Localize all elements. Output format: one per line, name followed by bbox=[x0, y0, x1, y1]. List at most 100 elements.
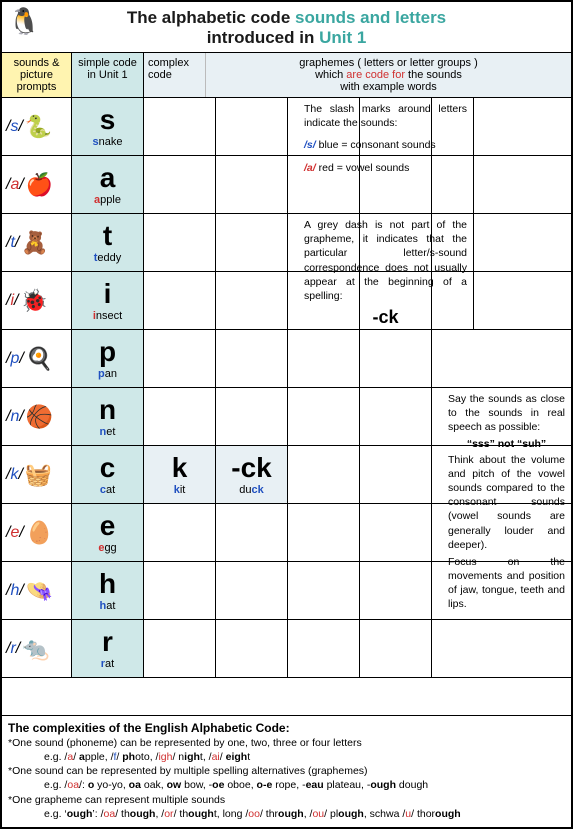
example-word: teddy bbox=[74, 252, 141, 264]
sound-cell: /k/ 🧺 bbox=[2, 446, 72, 503]
sound-cell: /h/ 👒 bbox=[2, 562, 72, 619]
sound-cell: /n/ 🏀 bbox=[2, 388, 72, 445]
phoneme: /t/ bbox=[4, 234, 19, 252]
complex-cell: -ck duck bbox=[216, 446, 288, 503]
header-sounds: sounds & picture prompts bbox=[2, 53, 72, 97]
picture-prompt-icon: 🏀 bbox=[26, 406, 53, 428]
mascot-icon: 🐧 bbox=[8, 6, 40, 37]
empty-cell bbox=[288, 330, 360, 387]
simple-code-cell: c cat bbox=[72, 446, 144, 503]
empty-cell bbox=[360, 504, 432, 561]
simple-code-cell: s snake bbox=[72, 98, 144, 155]
phoneme: /r/ bbox=[4, 640, 20, 658]
footer-complexities: The complexities of the English Alphabet… bbox=[2, 715, 571, 827]
footer-p3eg: e.g. ‘ough’: /oa/ though, /or/ thought, … bbox=[8, 807, 565, 821]
grapheme: h bbox=[74, 570, 141, 598]
phoneme: /a/ bbox=[4, 176, 24, 194]
empty-cell bbox=[144, 272, 216, 329]
empty-cell bbox=[288, 562, 360, 619]
grapheme: s bbox=[74, 106, 141, 134]
header-simple: simple code in Unit 1 bbox=[72, 53, 144, 97]
complex-cell: k kit bbox=[144, 446, 216, 503]
picture-prompt-icon: 🐞 bbox=[20, 290, 47, 312]
table-row: /r/ 🐀 r rat bbox=[2, 620, 571, 678]
empty-cell bbox=[144, 98, 216, 155]
phoneme: /s/ bbox=[4, 118, 23, 136]
example-word: net bbox=[74, 426, 141, 438]
empty-cell bbox=[288, 620, 360, 677]
simple-code-cell: t teddy bbox=[72, 214, 144, 271]
picture-prompt-icon: 👒 bbox=[26, 580, 53, 602]
header-row: sounds & picture prompts simple code in … bbox=[2, 53, 571, 98]
example-word: kit bbox=[146, 484, 213, 496]
simple-code-cell: h hat bbox=[72, 562, 144, 619]
empty-cell bbox=[144, 620, 216, 677]
simple-code-cell: n net bbox=[72, 388, 144, 445]
empty-cell bbox=[144, 156, 216, 213]
sound-cell: /r/ 🐀 bbox=[2, 620, 72, 677]
picture-prompt-icon: 🐀 bbox=[22, 638, 49, 660]
sound-cell: /i/ 🐞 bbox=[2, 272, 72, 329]
picture-prompt-icon: 🥚 bbox=[26, 522, 53, 544]
grapheme: k bbox=[146, 454, 213, 482]
note-grey-dash: A grey dash is not part of the grapheme,… bbox=[298, 214, 474, 330]
grapheme: e bbox=[74, 512, 141, 540]
grapheme: c bbox=[74, 454, 141, 482]
example-word: cat bbox=[74, 484, 141, 496]
sound-cell: /p/ 🍳 bbox=[2, 330, 72, 387]
empty-cell bbox=[144, 330, 216, 387]
main-grid: /s/ 🐍 s snake /a/ 🍎 a apple /t/ 🧸 t tedd… bbox=[2, 98, 571, 715]
picture-prompt-icon: 🍳 bbox=[26, 348, 53, 370]
example-word: pan bbox=[74, 368, 141, 380]
rest-cell bbox=[432, 620, 571, 677]
page: 🐧 The alphabetic code sounds and letters… bbox=[0, 0, 573, 829]
grapheme: -ck bbox=[218, 454, 285, 482]
simple-code-cell: p pan bbox=[72, 330, 144, 387]
picture-prompt-icon: 🐍 bbox=[25, 116, 52, 138]
phoneme: /p/ bbox=[4, 350, 24, 368]
empty-cell bbox=[144, 504, 216, 561]
empty-cell bbox=[288, 504, 360, 561]
sound-cell: /t/ 🧸 bbox=[2, 214, 72, 271]
table-row: /a/ 🍎 a apple bbox=[2, 156, 571, 214]
empty-cell bbox=[288, 446, 360, 503]
table-row: /i/ 🐞 i insect bbox=[2, 272, 571, 330]
picture-prompt-icon: 🧸 bbox=[21, 232, 48, 254]
example-word: hat bbox=[74, 600, 141, 612]
footer-p2: *One sound can be represented by multipl… bbox=[8, 764, 565, 778]
example-word: apple bbox=[74, 194, 141, 206]
table-row: /s/ 🐍 s snake bbox=[2, 98, 571, 156]
empty-cell bbox=[360, 620, 432, 677]
note-slash-marks: The slash marks around letters indicate … bbox=[298, 98, 474, 213]
empty-cell bbox=[216, 156, 288, 213]
sound-cell: /a/ 🍎 bbox=[2, 156, 72, 213]
page-title: 🐧 The alphabetic code sounds and letters… bbox=[2, 2, 571, 53]
table-row: /t/ 🧸 t teddy bbox=[2, 214, 571, 272]
empty-cell bbox=[144, 562, 216, 619]
example-word: rat bbox=[74, 658, 141, 670]
simple-code-cell: a apple bbox=[72, 156, 144, 213]
footer-p1: *One sound (phoneme) can be represented … bbox=[8, 736, 565, 750]
empty-cell bbox=[288, 388, 360, 445]
picture-prompt-icon: 🧺 bbox=[25, 464, 52, 486]
rest-cell bbox=[432, 330, 571, 387]
simple-code-cell: i insect bbox=[72, 272, 144, 329]
example-word: egg bbox=[74, 542, 141, 554]
title-text-2: introduced in bbox=[207, 28, 319, 47]
grapheme: r bbox=[74, 628, 141, 656]
header-graphemes: graphemes ( letters or letter groups ) w… bbox=[206, 53, 571, 97]
empty-cell bbox=[144, 388, 216, 445]
empty-cell bbox=[216, 562, 288, 619]
sound-cell: /s/ 🐍 bbox=[2, 98, 72, 155]
empty-cell bbox=[360, 446, 432, 503]
header-complex: complex code graphemes ( letters or lett… bbox=[144, 53, 571, 97]
grapheme: p bbox=[74, 338, 141, 366]
phoneme: /e/ bbox=[4, 524, 24, 542]
example-word: snake bbox=[74, 136, 141, 148]
header-complex-label: complex code bbox=[144, 53, 206, 97]
empty-cell bbox=[360, 330, 432, 387]
example-word: insect bbox=[74, 310, 141, 322]
empty-cell bbox=[216, 98, 288, 155]
phoneme: /n/ bbox=[4, 408, 24, 426]
example-word: duck bbox=[218, 484, 285, 496]
